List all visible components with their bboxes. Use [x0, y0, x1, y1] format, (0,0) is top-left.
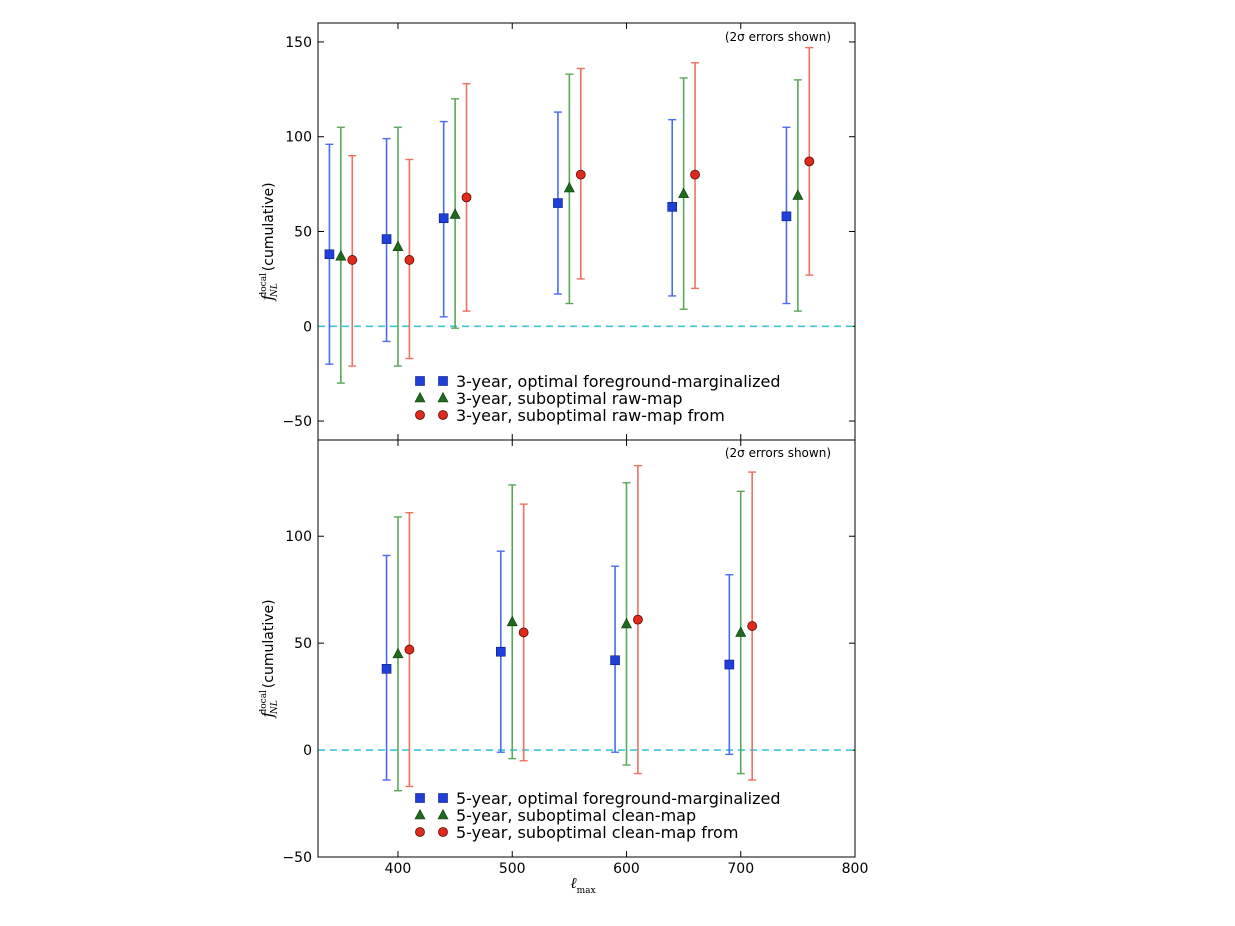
data-point-circle [804, 156, 815, 167]
y-axis-label: flocalNL (cumulative) [258, 182, 280, 301]
data-point-square [438, 213, 449, 224]
legend-marker-triangle [414, 808, 426, 820]
x-tick-label: 400 [385, 861, 412, 877]
data-point-circle [633, 614, 643, 625]
series-circle [347, 46, 815, 367]
y-tick-label: 100 [285, 529, 312, 545]
data-point-circle [347, 255, 358, 265]
data-point-triangle [392, 240, 404, 251]
y-label-suffix: (cumulative) [261, 182, 277, 271]
data-point-triangle [678, 187, 690, 198]
errors-annotation: (2σ errors shown) [725, 30, 831, 44]
series-square [324, 111, 792, 365]
y-tick-label: 0 [303, 743, 312, 759]
y-tick-label: 150 [285, 35, 312, 51]
data-point-circle [518, 627, 529, 638]
legend-marker-circle [415, 827, 425, 837]
data-point-circle [690, 169, 700, 180]
data-point-circle [461, 192, 472, 203]
data-point-triangle [392, 647, 404, 659]
legend-label: 5-year, optimal foreground-marginalized [456, 789, 781, 808]
x-axis-label: ℓmax [570, 874, 595, 896]
plot-frame [317, 439, 856, 858]
x-tick-label: 500 [499, 861, 526, 877]
y-label-sup: local [259, 273, 269, 295]
data-point-square [553, 198, 563, 208]
data-point-circle [575, 169, 586, 180]
y-axis-label: flocalNL (cumulative) [258, 599, 280, 718]
x-tick-label: 600 [613, 861, 640, 877]
legend-marker-triangle [414, 391, 426, 403]
errors-annotation: (2σ errors shown) [725, 446, 831, 460]
data-point-triangle [735, 626, 747, 637]
y-tick-label: 50 [294, 636, 312, 652]
y-label-suffix: (cumulative) [261, 599, 277, 688]
x-label-sub: max [577, 886, 596, 896]
series-triangle [392, 482, 747, 792]
data-point-circle [404, 255, 415, 265]
data-point-square [496, 646, 506, 657]
series-square [381, 550, 735, 781]
y-label-main: f [258, 709, 277, 719]
data-point-square [667, 202, 677, 212]
legend-marker-circle [438, 827, 448, 837]
data-point-triangle [335, 249, 347, 261]
series-circle [404, 464, 758, 788]
y-tick-label: −50 [282, 850, 312, 866]
legend-marker-triangle [437, 391, 449, 403]
legend-label: 3-year, optimal foreground-marginalized [456, 372, 781, 391]
data-point-circle [404, 644, 415, 655]
data-point-triangle [792, 189, 804, 200]
data-point-triangle [506, 615, 518, 627]
y-label-main: f [258, 292, 277, 302]
x-tick-label: 800 [842, 861, 869, 877]
data-point-square [610, 655, 620, 666]
legend-marker-circle [438, 410, 448, 420]
data-point-triangle [620, 617, 632, 629]
legend-label: 5-year, suboptimal clean-map from [456, 823, 738, 842]
panel-top: −50 0 50 100 150 (2σ errors shown) 3-year, opt… [258, 22, 856, 441]
legend-marker-square [438, 376, 448, 386]
series-triangle [335, 73, 804, 384]
data-point-triangle [563, 181, 575, 193]
data-point-square [381, 664, 392, 674]
y-label-sup: local [259, 690, 269, 712]
y-tick-label: 50 [294, 225, 312, 241]
legend-label: 3-year, suboptimal raw-map [456, 389, 683, 408]
legend-marker-square [438, 793, 448, 803]
data-point-square [324, 249, 335, 260]
legend-marker-triangle [437, 808, 449, 820]
legend-marker-square [415, 376, 425, 386]
y-tick-label: 0 [303, 319, 312, 335]
y-label-sub: NL [270, 700, 280, 715]
legend-label: 5-year, suboptimal clean-map [456, 806, 696, 825]
x-tick-label: 700 [727, 861, 754, 877]
data-point-triangle [449, 208, 461, 219]
x-label-main: ℓ [570, 874, 576, 892]
data-point-circle [747, 621, 758, 631]
y-tick-label: 100 [285, 130, 312, 146]
legend-label: 3-year, suboptimal raw-map from [456, 406, 725, 425]
y-label-sub: NL [270, 283, 280, 298]
y-tick-label: −50 [282, 414, 312, 430]
legend-marker-square [415, 793, 425, 803]
data-point-square [381, 234, 392, 244]
data-point-square [781, 211, 792, 222]
panel-bottom: −50 0 50 100 400 500 600 700 800 (2σ errors shown… [258, 439, 869, 896]
data-point-square [724, 659, 735, 670]
legend-marker-circle [415, 410, 425, 420]
